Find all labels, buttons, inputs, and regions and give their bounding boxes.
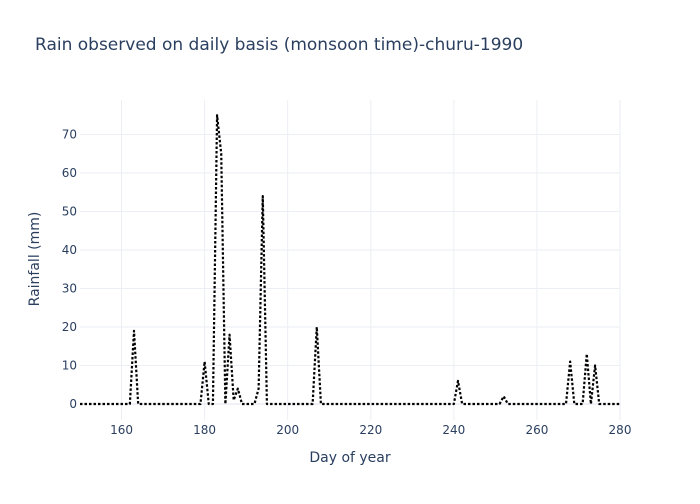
- y-tick-label: 50: [62, 205, 77, 219]
- y-tick-labels: 0 10 20 30 40 50 60 70: [62, 128, 77, 412]
- x-tick-label: 220: [359, 423, 382, 437]
- x-tick-label: 260: [525, 423, 548, 437]
- y-tick-label: 20: [62, 320, 77, 334]
- x-tick-label: 180: [193, 423, 216, 437]
- y-tick-label: 30: [62, 282, 77, 296]
- x-tick-label: 200: [276, 423, 299, 437]
- series-line-1: [80, 114, 620, 406]
- x-tick-label: 160: [110, 423, 133, 437]
- chart-title: Rain observed on daily basis (monsoon ti…: [35, 35, 523, 55]
- x-axis-title: Day of year: [309, 450, 391, 466]
- x-tick-label: 240: [442, 423, 465, 437]
- y-tick-label: 70: [62, 128, 77, 142]
- grid-layer: [80, 100, 621, 420]
- x-tick-label: 280: [609, 423, 632, 437]
- series-layer: [80, 114, 620, 406]
- y-tick-label: 60: [62, 166, 77, 180]
- y-tick-label: 0: [69, 397, 77, 411]
- x-tick-labels: 160 180 200 220 240 260 280: [110, 423, 631, 437]
- y-axis-title: Rainfall (mm): [27, 212, 43, 307]
- y-tick-label: 10: [62, 359, 77, 373]
- y-tick-label: 40: [62, 243, 77, 257]
